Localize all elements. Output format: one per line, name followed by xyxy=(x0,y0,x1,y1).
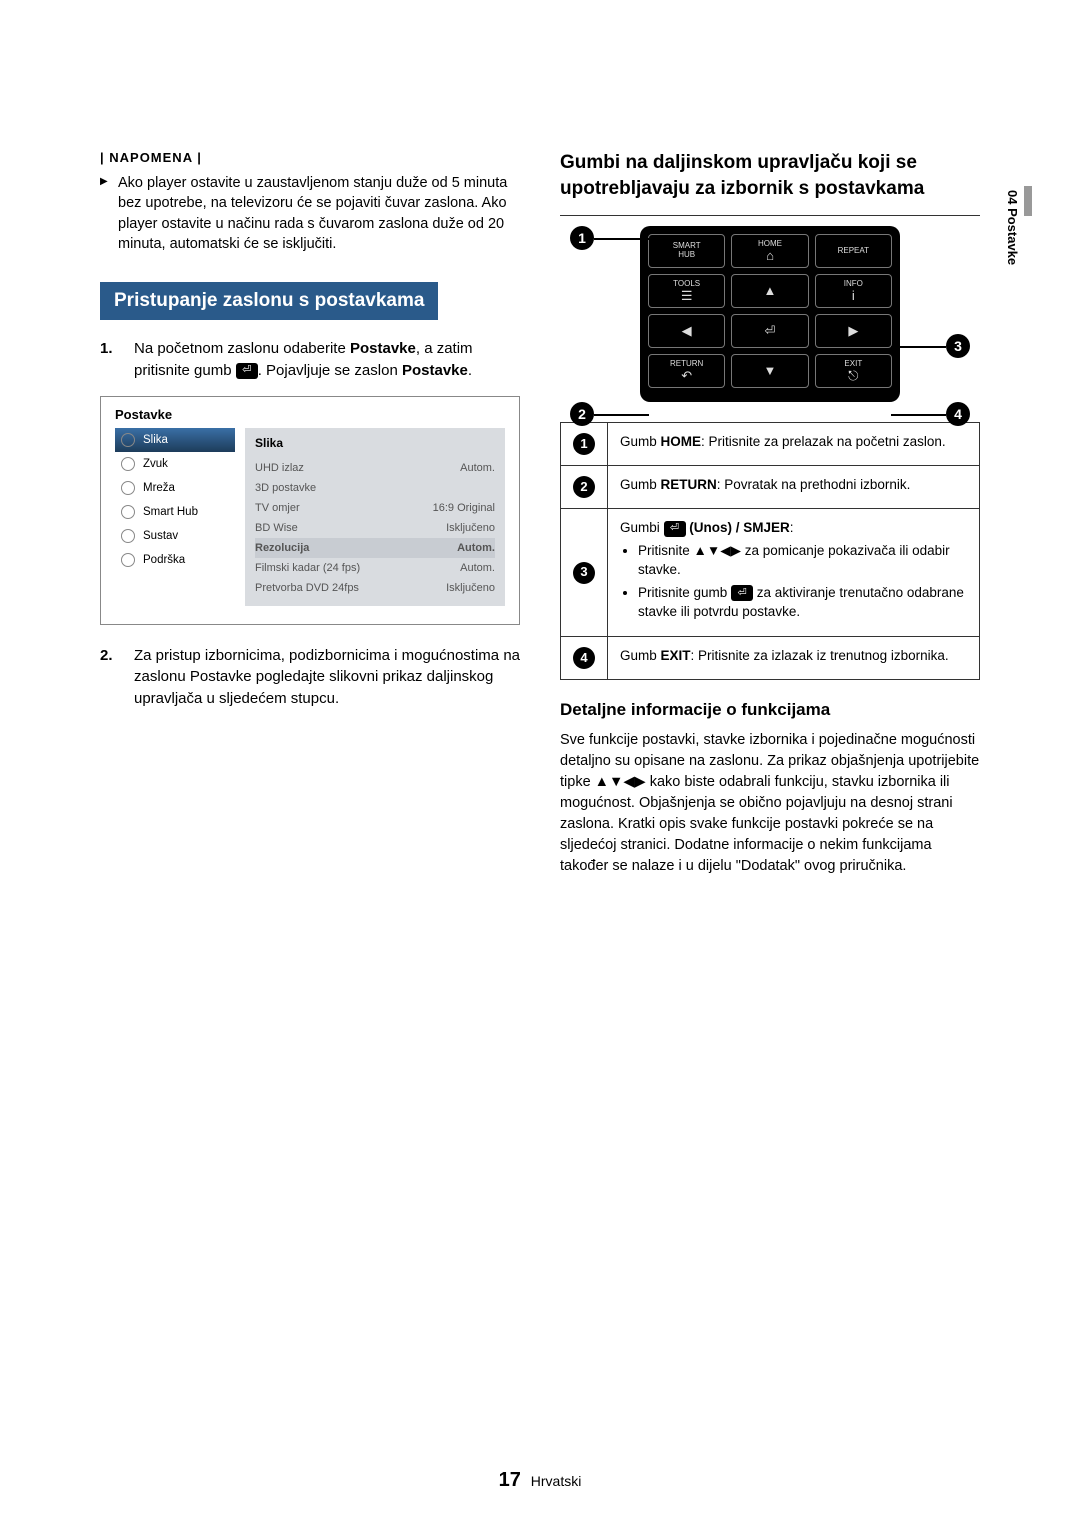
nav-icon xyxy=(121,505,135,519)
enter-icon: ⏎ xyxy=(236,363,258,379)
body-paragraph: Sve funkcije postavki, stavke izbornika … xyxy=(560,730,980,877)
callout-line xyxy=(891,414,946,416)
legend-number-cell: 2 xyxy=(561,466,608,509)
callout-3: 3 xyxy=(946,334,970,358)
legend-text-cell: Gumbi ⏎ (Unos) / SMJER:Pritisnite ▲▼◀▶ z… xyxy=(608,509,980,636)
settings-panel-row: 3D postavke xyxy=(255,478,495,498)
legend-number: 1 xyxy=(573,433,595,455)
step-2: 2. Za pristup izbornicima, podizbornicim… xyxy=(100,645,520,710)
settings-nav-item: Smart Hub xyxy=(115,500,235,524)
step-text: Za pristup izbornicima, podizbornicima i… xyxy=(134,645,520,710)
nav-icon xyxy=(121,481,135,495)
remote-diagram: 1 2 3 4 SMARTHUB HOME⌂ REPEAT TOOLS☰ ▲ I… xyxy=(560,215,980,402)
settings-nav-item: Mreža xyxy=(115,476,235,500)
legend-text-cell: Gumb RETURN: Povratak na prethodni izbor… xyxy=(608,466,980,509)
settings-panel-row: Filmski kadar (24 fps)Autom. xyxy=(255,558,495,578)
step-number: 1. xyxy=(100,338,122,382)
step-1: 1. Na početnom zaslonu odaberite Postavk… xyxy=(100,338,520,382)
settings-panel-row: Pretvorba DVD 24fpsIsključeno xyxy=(255,578,495,598)
side-marker xyxy=(1024,186,1032,216)
enter-button: ⏎ xyxy=(731,314,808,348)
down-button: ▼ xyxy=(731,354,808,388)
legend-number-cell: 1 xyxy=(561,423,608,466)
legend-number-cell: 4 xyxy=(561,636,608,679)
settings-panel-row: UHD izlazAutom. xyxy=(255,458,495,478)
section-title-bar: Pristupanje zaslonu s postavkama xyxy=(100,282,438,320)
settings-window-title: Postavke xyxy=(101,397,519,428)
panel-title: Slika xyxy=(255,436,495,450)
callout-line xyxy=(594,238,649,240)
page-lang: Hrvatski xyxy=(531,1473,582,1489)
right-column-title: Gumbi na daljinskom upravljaču koji se u… xyxy=(560,150,980,201)
settings-nav-item: Slika xyxy=(115,428,235,452)
callout-1: 1 xyxy=(570,226,594,250)
repeat-button: REPEAT xyxy=(815,234,892,268)
legend-number: 4 xyxy=(573,647,595,669)
smart-hub-button: SMARTHUB xyxy=(648,234,725,268)
nav-icon xyxy=(121,457,135,471)
left-column: | NAPOMENA | Ako player ostavite u zaust… xyxy=(100,150,520,877)
nav-icon xyxy=(121,433,135,447)
right-button: ▶ xyxy=(815,314,892,348)
settings-panel: Slika UHD izlazAutom.3D postavkeTV omjer… xyxy=(245,428,505,606)
nav-icon xyxy=(121,553,135,567)
step-number: 2. xyxy=(100,645,122,710)
settings-panel-row: BD WiseIsključeno xyxy=(255,518,495,538)
side-tab: 04 Postavke xyxy=(1005,190,1020,265)
two-column-layout: | NAPOMENA | Ako player ostavite u zaust… xyxy=(0,0,1080,877)
settings-panel-row: TV omjer16:9 Original xyxy=(255,498,495,518)
home-button: HOME⌂ xyxy=(731,234,808,268)
exit-button: EXIT⎋ xyxy=(815,354,892,388)
callout-line xyxy=(891,346,946,348)
page-footer: 17 Hrvatski xyxy=(0,1469,1080,1492)
remote-control: SMARTHUB HOME⌂ REPEAT TOOLS☰ ▲ INFOi ◀ ⏎… xyxy=(640,226,900,402)
note-label: | NAPOMENA | xyxy=(100,150,520,165)
settings-nav-item: Zvuk xyxy=(115,452,235,476)
legend-number: 2 xyxy=(573,476,595,498)
info-button: INFOi xyxy=(815,274,892,308)
settings-panel-row: RezolucijaAutom. xyxy=(255,538,495,558)
page-number: 17 xyxy=(499,1469,521,1491)
legend-number-cell: 3 xyxy=(561,509,608,636)
legend-text-cell: Gumb HOME: Pritisnite za prelazak na poč… xyxy=(608,423,980,466)
settings-nav-item: Podrška xyxy=(115,548,235,572)
callout-line xyxy=(594,414,649,416)
up-button: ▲ xyxy=(731,274,808,308)
legend-text-cell: Gumb EXIT: Pritisnite za izlazak iz tren… xyxy=(608,636,980,679)
return-button: RETURN↶ xyxy=(648,354,725,388)
tools-button: TOOLS☰ xyxy=(648,274,725,308)
settings-screenshot: Postavke SlikaZvukMrežaSmart HubSustavPo… xyxy=(100,396,520,625)
settings-nav-item: Sustav xyxy=(115,524,235,548)
step-text: Na početnom zaslonu odaberite Postavke, … xyxy=(134,338,520,382)
sub-section-title: Detaljne informacije o funkcijama xyxy=(560,700,980,720)
legend-table: 1 Gumb HOME: Pritisnite za prelazak na po… xyxy=(560,422,980,679)
right-column: Gumbi na daljinskom upravljaču koji se u… xyxy=(560,150,980,877)
nav-icon xyxy=(121,529,135,543)
left-button: ◀ xyxy=(648,314,725,348)
legend-number: 3 xyxy=(573,562,595,584)
note-body: Ako player ostavite u zaustavljenom stan… xyxy=(100,173,520,254)
settings-nav: SlikaZvukMrežaSmart HubSustavPodrška xyxy=(115,428,235,606)
